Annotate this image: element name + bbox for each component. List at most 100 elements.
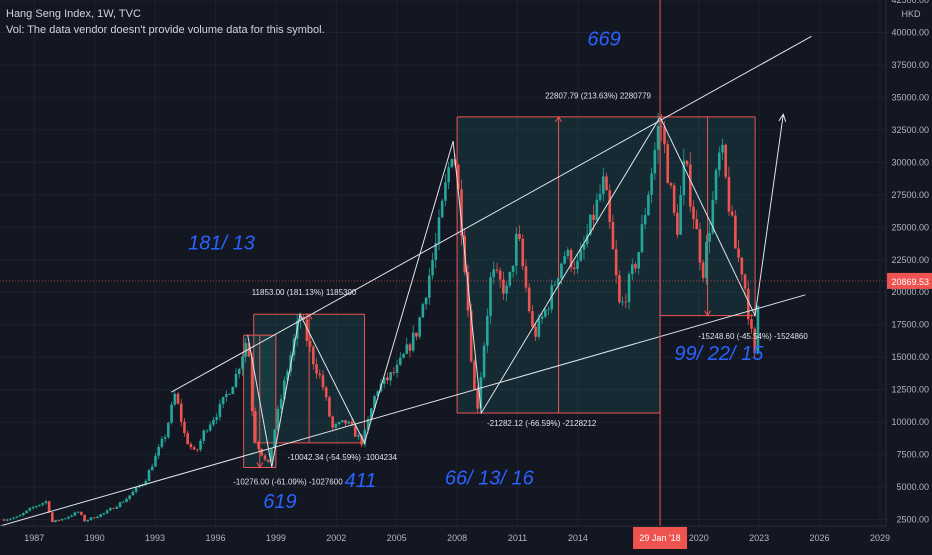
candle-body xyxy=(605,176,608,191)
candle-body xyxy=(659,126,663,127)
candle-body xyxy=(540,316,544,319)
candle-body xyxy=(147,470,151,482)
candle-body xyxy=(537,318,541,337)
candle-body xyxy=(585,234,589,245)
candle-body xyxy=(263,455,267,460)
candle-body xyxy=(315,364,318,374)
last-price-badge xyxy=(887,272,932,289)
measure-label: 11853.00 (181.13%) 1185300 xyxy=(252,288,357,297)
candle-body xyxy=(489,277,492,316)
candle-body xyxy=(514,233,518,266)
candle-body xyxy=(186,433,189,445)
candle-body xyxy=(22,513,25,516)
candle-body xyxy=(411,332,415,351)
price-tick-label: 40000.00 xyxy=(891,27,929,37)
candle-body xyxy=(241,356,244,369)
candle-body xyxy=(86,519,90,522)
price-tick-label: 10000.00 xyxy=(891,417,929,427)
time-tick-label: 1993 xyxy=(145,533,165,543)
candle-body xyxy=(328,397,331,417)
candle-body xyxy=(276,408,280,430)
measure-arrowhead xyxy=(256,462,264,469)
time-axis: 1987 1990 1993 1996 1999 2002 2005 2008 2011 2014… xyxy=(0,525,890,550)
candle-body xyxy=(318,373,322,376)
candle-body xyxy=(73,512,77,516)
candle-body xyxy=(25,510,28,514)
candle-body xyxy=(582,244,586,250)
candle-body xyxy=(144,481,148,485)
candle-body xyxy=(508,271,512,286)
candle-body xyxy=(431,260,434,276)
candle-body xyxy=(572,267,576,269)
candle-body xyxy=(624,301,628,303)
candle-body xyxy=(505,285,508,294)
price-tick-label: 15000.00 xyxy=(891,352,929,362)
candle-body xyxy=(357,435,360,437)
candle-body xyxy=(611,221,615,250)
candle-body xyxy=(28,508,32,511)
price-tick-label: 32500.00 xyxy=(891,125,929,135)
measure-labels: 22807.79 (213.63%) 2280779 11853.00 (181.… xyxy=(233,92,808,487)
candle-body xyxy=(630,264,634,275)
candle-body xyxy=(592,214,595,221)
time-tick-label: 1990 xyxy=(85,533,105,543)
candle-body xyxy=(428,275,431,298)
candle-body xyxy=(286,371,289,381)
measure-arrowhead xyxy=(555,115,563,123)
candle-body xyxy=(756,305,760,354)
wave-label: 181/ 13 xyxy=(188,232,255,254)
candle-body xyxy=(260,448,264,456)
candle-body xyxy=(569,249,573,268)
candle-body xyxy=(444,182,447,201)
candle-body xyxy=(579,249,583,261)
candle-body xyxy=(701,262,705,279)
candle-body xyxy=(473,361,476,390)
time-tick-label: 2029 xyxy=(870,533,890,543)
time-tick-label: 1999 xyxy=(266,533,286,543)
candle-body xyxy=(469,310,473,362)
candle-body xyxy=(598,193,602,200)
candle-body xyxy=(556,278,560,285)
candle-body xyxy=(518,233,521,239)
candle-body xyxy=(415,332,418,337)
candle-body xyxy=(486,315,489,346)
candle-body xyxy=(247,343,251,357)
candle-body xyxy=(543,309,547,317)
candle-body xyxy=(331,416,334,428)
time-tick-label: 2005 xyxy=(387,533,407,543)
measure-label: -15248.60 (-45.54%) -1524860 xyxy=(698,332,808,341)
time-tick-label: 2008 xyxy=(447,533,467,543)
candle-body xyxy=(83,514,86,522)
candle-body xyxy=(341,420,344,423)
zigzag-projection-line xyxy=(247,114,784,468)
candle-body xyxy=(418,317,421,337)
candle-body xyxy=(54,520,57,523)
price-tick-label: 22500.00 xyxy=(891,255,929,265)
candle-body xyxy=(421,304,425,318)
last-price-label: 20869.53 xyxy=(891,277,929,287)
wave-label: 669 xyxy=(587,28,620,50)
candle-body xyxy=(721,144,724,153)
candles xyxy=(2,112,760,523)
time-tick-label: 2020 xyxy=(689,533,709,543)
candle-body xyxy=(595,199,599,221)
candle-body xyxy=(67,516,70,519)
symbol-line: Hang Seng Index, 1W, TVC xyxy=(6,8,141,20)
candle-body xyxy=(511,265,515,272)
candle-body xyxy=(502,279,505,294)
candle-body xyxy=(614,249,618,276)
candle-body xyxy=(714,170,718,200)
candle-body xyxy=(167,422,170,438)
candle-body xyxy=(386,377,389,381)
candle-body xyxy=(150,466,154,471)
candle-body xyxy=(221,396,225,405)
candle-body xyxy=(170,404,173,423)
candle-body xyxy=(476,389,479,409)
candle-body xyxy=(746,288,750,320)
candle-body xyxy=(237,368,241,374)
candle-body xyxy=(688,164,692,207)
candle-body xyxy=(695,219,699,230)
candle-body xyxy=(576,260,579,269)
